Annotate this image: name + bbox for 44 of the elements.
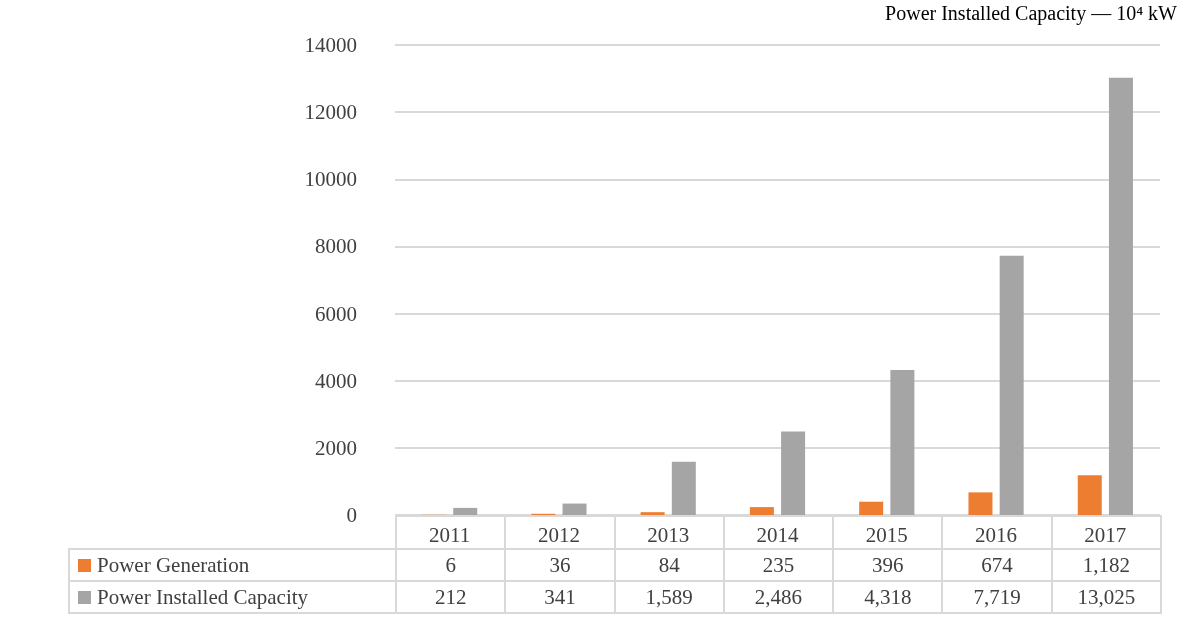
bar [640, 512, 665, 515]
data-label: 7,719 [942, 581, 1052, 613]
data-label: 84 [614, 549, 724, 581]
data-label: 13,025 [1051, 581, 1161, 613]
x-tick-label: 2013 [647, 522, 690, 547]
bar [999, 255, 1024, 515]
data-label: 1,182 [1051, 549, 1161, 581]
y-tick-label: 6000 [315, 301, 357, 326]
data-label: 674 [942, 549, 1052, 581]
bar [1077, 475, 1102, 515]
y-tick-label: 10000 [304, 167, 357, 192]
data-label: 1,589 [614, 581, 724, 613]
bar [968, 492, 993, 515]
bar [671, 461, 696, 515]
bar [1108, 77, 1133, 515]
legend-label: Power Installed Capacity [97, 584, 309, 609]
data-label: 4,318 [833, 581, 943, 613]
data-label: 36 [505, 549, 615, 581]
bar [781, 431, 806, 515]
data-label: 341 [505, 581, 615, 613]
x-tick-label: 2012 [537, 522, 580, 547]
data-label: 6 [396, 549, 506, 581]
x-tick-label: 2015 [865, 522, 908, 547]
data-label: 2,486 [723, 581, 834, 613]
data-label: 212 [396, 581, 506, 613]
bar [890, 370, 915, 515]
y-tick-label: 0 [346, 503, 357, 527]
y-tick-label: 4000 [315, 368, 357, 393]
data-label: 396 [833, 549, 943, 581]
x-tick-label: 2017 [1084, 522, 1127, 547]
x-tick-label: 2011 [429, 522, 471, 547]
legend-label: Power Generation [97, 552, 250, 577]
y-tick-label: 14000 [304, 33, 357, 57]
bar [562, 503, 587, 515]
y-tick-label: 12000 [304, 100, 357, 125]
x-tick-label: 2016 [975, 522, 1018, 547]
bar [453, 507, 478, 515]
x-tick-label: 2014 [756, 522, 799, 547]
bar [859, 501, 884, 515]
y-tick-label: 2000 [315, 435, 357, 460]
data-label: 235 [723, 549, 834, 581]
bar [749, 507, 774, 515]
text: Power Installed Capacity — 10⁴ kW [885, 2, 1177, 25]
y-tick-label: 8000 [315, 234, 357, 259]
